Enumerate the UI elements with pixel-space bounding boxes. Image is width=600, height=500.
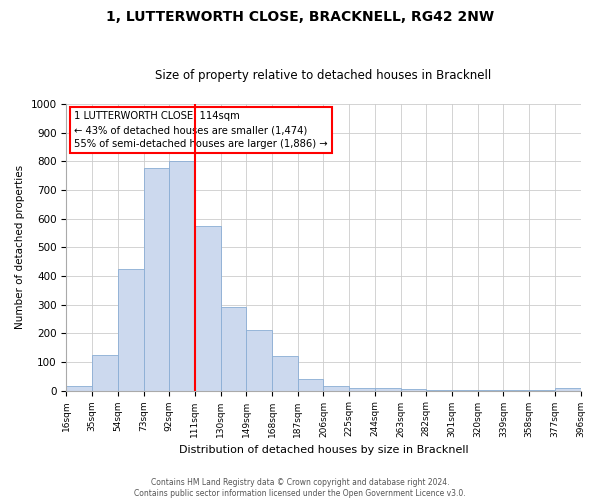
X-axis label: Distribution of detached houses by size in Bracknell: Distribution of detached houses by size … — [179, 445, 468, 455]
Bar — [67, 386, 92, 390]
Bar — [247, 330, 272, 390]
Text: 1 LUTTERWORTH CLOSE: 114sqm
← 43% of detached houses are smaller (1,474)
55% of : 1 LUTTERWORTH CLOSE: 114sqm ← 43% of det… — [74, 111, 328, 149]
Bar — [169, 162, 195, 390]
Bar — [143, 168, 169, 390]
Bar — [118, 269, 143, 390]
Bar — [92, 354, 118, 390]
Bar — [298, 379, 323, 390]
Bar — [401, 389, 426, 390]
Text: Contains HM Land Registry data © Crown copyright and database right 2024.
Contai: Contains HM Land Registry data © Crown c… — [134, 478, 466, 498]
Bar — [195, 226, 221, 390]
Title: Size of property relative to detached houses in Bracknell: Size of property relative to detached ho… — [155, 69, 491, 82]
Bar — [349, 388, 375, 390]
Bar — [375, 388, 401, 390]
Bar — [272, 356, 298, 390]
Text: 1, LUTTERWORTH CLOSE, BRACKNELL, RG42 2NW: 1, LUTTERWORTH CLOSE, BRACKNELL, RG42 2N… — [106, 10, 494, 24]
Bar — [323, 386, 349, 390]
Bar — [555, 388, 581, 390]
Y-axis label: Number of detached properties: Number of detached properties — [15, 165, 25, 330]
Bar — [221, 308, 247, 390]
